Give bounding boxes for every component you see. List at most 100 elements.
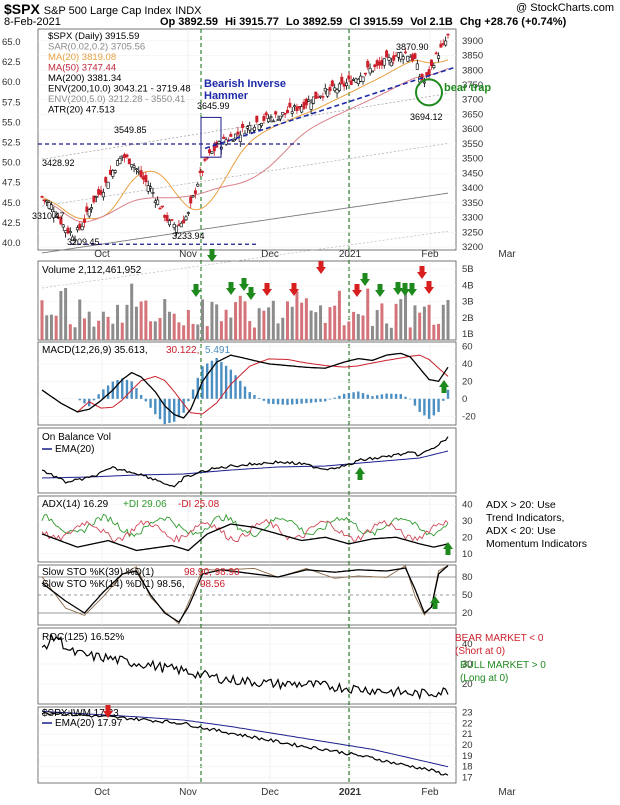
hammer-box	[200, 116, 222, 158]
quote-line: 8-Feb-2021 Op 3892.59 Hi 3915.77 Lo 3892…	[4, 16, 566, 28]
macd-histogram-bar	[149, 398, 152, 408]
candle-body	[193, 190, 197, 194]
adx-note: Trend Indicators,	[486, 512, 564, 524]
candle-body	[361, 76, 365, 82]
macd-tick: 20	[462, 376, 473, 387]
candle-body	[80, 226, 84, 231]
candle-body	[267, 118, 271, 123]
obv-ema-label: EMA(20)	[55, 444, 94, 455]
volume-bar	[116, 304, 120, 340]
macd-histogram-bar	[324, 398, 327, 402]
right-tick: 3600	[462, 124, 483, 135]
candle-body	[425, 72, 429, 76]
candle-body	[139, 170, 143, 178]
macd-histogram-bar	[295, 398, 299, 405]
date: 8-Feb-2021	[4, 16, 61, 28]
x-label-bottom: Nov	[179, 787, 197, 798]
candle-body	[281, 112, 285, 116]
left-tick: 65.0	[2, 37, 21, 48]
volume-bar	[319, 305, 323, 340]
volume-bar	[290, 306, 294, 340]
red-arrow-icon	[424, 281, 434, 294]
candle-body	[78, 223, 82, 229]
macd-histogram-bar	[267, 398, 270, 404]
candle-body	[54, 215, 58, 218]
bull-market-label: BULL MARKET > 0	[460, 660, 546, 671]
candle-body	[97, 189, 101, 195]
adx-plus-di-line	[41, 513, 449, 538]
volume-tick: 4B	[462, 280, 474, 291]
right-tick: 3450	[462, 168, 483, 179]
volume-bar	[125, 304, 129, 340]
green-arrow-icon	[439, 380, 449, 393]
candle-body	[179, 222, 183, 228]
candle-body	[203, 158, 207, 161]
candle-body	[52, 211, 56, 218]
candle-body	[248, 125, 252, 131]
sto-tick: 80	[462, 572, 473, 583]
obv-label: On Balance Vol	[42, 432, 111, 443]
candle-body	[415, 63, 419, 70]
candle-body	[337, 83, 341, 91]
macd-histogram-bar	[380, 394, 384, 399]
ratio-tick: 23	[462, 707, 473, 718]
adx-tick: 40	[462, 499, 473, 510]
macd-hist-label: 5.491	[205, 345, 230, 356]
price-legend-item: $SPX (Daily) 3915.59	[48, 31, 139, 42]
macd-histogram-bar	[390, 393, 393, 399]
right-tick: 3700	[462, 95, 483, 106]
left-tick: 50.0	[2, 158, 21, 169]
candle-body	[370, 70, 374, 73]
candle-body	[170, 219, 174, 221]
macd-histogram-bar	[139, 395, 143, 399]
adx-minus-di-line	[41, 518, 449, 543]
volume-bar	[370, 325, 374, 340]
candle-body	[434, 52, 438, 55]
volume-bar	[238, 295, 242, 340]
x-label-bottom: Oct	[94, 787, 110, 798]
macd-histogram-bar	[399, 394, 402, 399]
candle-body	[231, 140, 235, 142]
volume-tick: 1B	[462, 329, 474, 340]
sto14-red-value: 98.56	[200, 579, 225, 590]
open: Op 3892.59	[159, 16, 219, 28]
macd-histogram-bar	[144, 398, 148, 402]
volume-bar	[337, 290, 341, 340]
macd-histogram-bar	[394, 393, 398, 399]
candle-body	[368, 68, 372, 74]
candle-body	[99, 190, 103, 195]
candle-body	[427, 69, 431, 76]
candle-body	[184, 216, 188, 221]
volume-bar	[243, 301, 247, 340]
candle-body	[387, 57, 391, 61]
volume-bar	[356, 314, 360, 340]
symbol: $SPX	[4, 1, 40, 17]
macd-histogram-bar	[423, 398, 426, 416]
macd-signal-line	[41, 354, 449, 415]
red-arrow-icon	[417, 266, 427, 279]
candle-body	[373, 64, 377, 68]
macd-histogram-bar	[210, 360, 214, 399]
macd-tick: 0	[462, 394, 467, 405]
right-tick: 3500	[462, 154, 483, 165]
green-arrow-icon	[443, 542, 453, 555]
candle-body	[245, 126, 249, 129]
candle-body	[444, 40, 448, 46]
volume-bar	[304, 298, 308, 340]
red-arrow-icon	[316, 261, 326, 274]
candle-body	[446, 33, 450, 36]
bearish-hammer-label: Bearish Inverse	[204, 78, 286, 90]
volume-bar	[271, 300, 275, 340]
candle-body	[234, 133, 238, 140]
candle-body	[198, 170, 202, 173]
candle-body	[165, 215, 169, 222]
candle-body	[191, 195, 195, 198]
right-tick: 3650	[462, 109, 483, 120]
volume-bar	[87, 311, 91, 340]
volume-bar	[130, 283, 134, 340]
macd-histogram-bar	[243, 386, 247, 399]
candle-body	[413, 53, 417, 59]
candle-body	[283, 112, 287, 115]
volume-bar	[441, 304, 445, 340]
volume-bar	[106, 316, 110, 340]
